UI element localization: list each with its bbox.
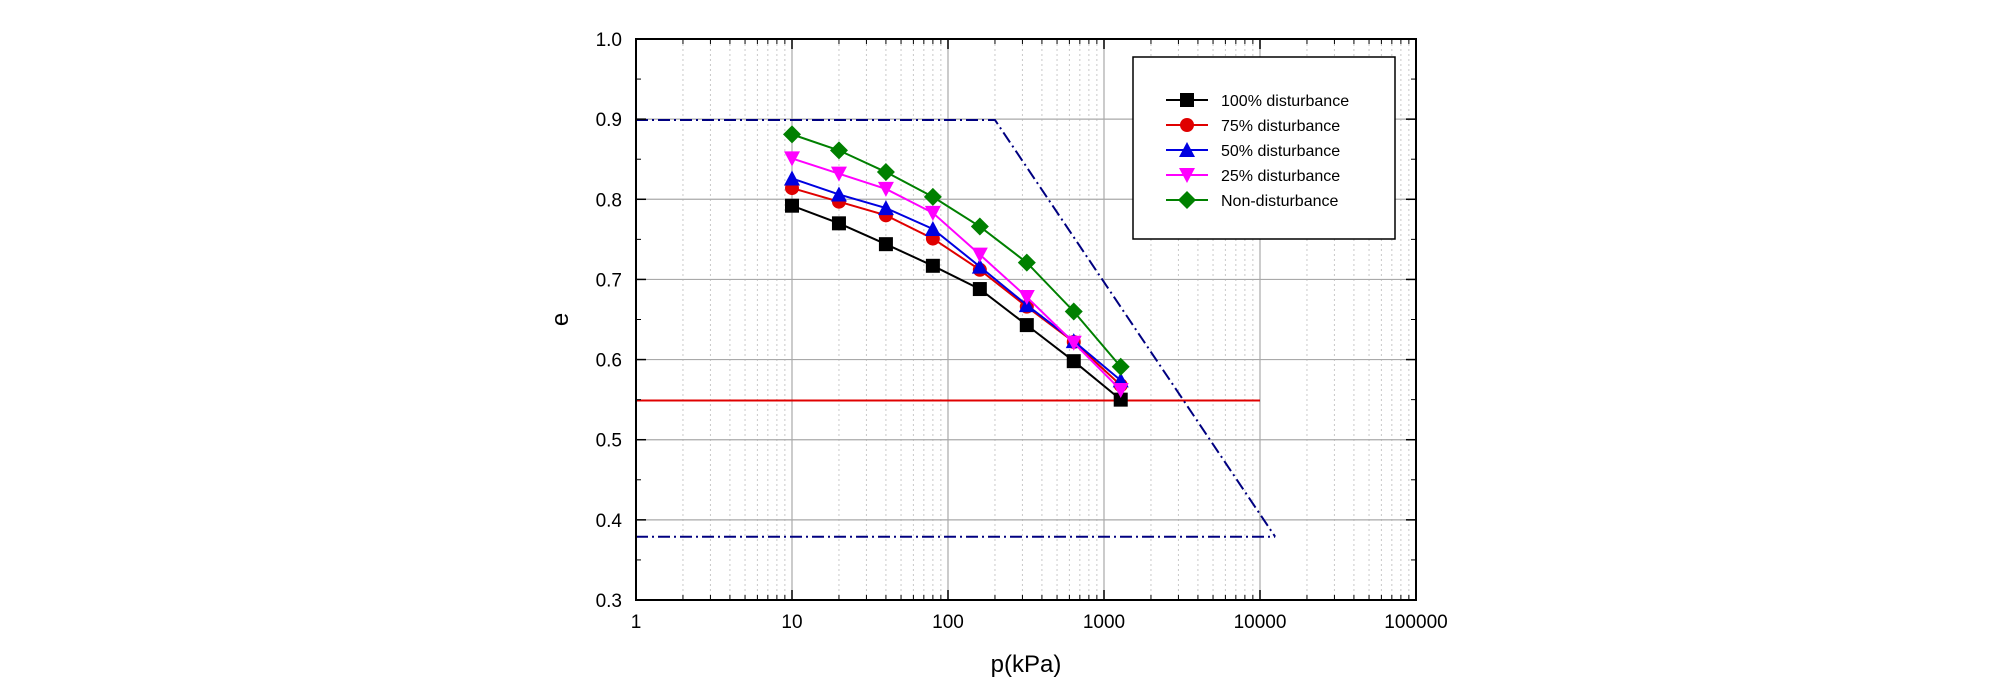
reference-line-upper-dash-dot xyxy=(636,118,1276,538)
legend-label: 25% disturbance xyxy=(1221,168,1340,185)
y-tick-label: 0.7 xyxy=(596,270,622,291)
data-point xyxy=(829,141,848,160)
data-point xyxy=(877,181,894,197)
legend-marker xyxy=(1179,168,1195,183)
data-point xyxy=(784,151,800,167)
data-point xyxy=(783,125,801,144)
x-tick-label: 1 xyxy=(631,612,642,633)
legend-marker xyxy=(1178,191,1196,209)
data-point xyxy=(923,187,942,206)
legend-label: Non-disturbance xyxy=(1221,193,1339,210)
x-tick-label: 10000 xyxy=(1234,612,1287,633)
data-point xyxy=(785,198,799,213)
y-tick-label: 0.4 xyxy=(596,511,623,532)
data-point xyxy=(971,258,988,274)
legend-label: 75% disturbance xyxy=(1221,118,1340,135)
data-point xyxy=(830,186,847,202)
legend-swatches xyxy=(1166,93,1208,209)
legend-label: 50% disturbance xyxy=(1221,143,1340,160)
data-point xyxy=(970,217,989,236)
data-point xyxy=(1113,392,1128,407)
legend-marker xyxy=(1179,142,1195,157)
y-tick-label: 0.5 xyxy=(596,431,622,452)
axis-ticks xyxy=(635,38,1417,601)
x-tick-labels: 1 10 100 1000 10000 100000 xyxy=(631,612,1448,633)
data-point xyxy=(878,237,893,252)
x-tick-label: 10 xyxy=(781,612,802,633)
data-point xyxy=(971,247,988,263)
y-tick-labels: 0.3 0.4 0.5 0.6 0.7 0.8 0.9 1.0 xyxy=(596,30,623,612)
legend-marker xyxy=(1180,118,1194,132)
x-axis-title: p(kPa) xyxy=(991,651,1062,678)
data-point xyxy=(877,200,894,216)
y-axis-title: e xyxy=(547,313,574,326)
data-point xyxy=(1017,253,1036,272)
legend-label: 100% disturbance xyxy=(1221,93,1349,110)
data-point xyxy=(784,170,800,186)
data-point xyxy=(1112,383,1129,399)
data-point xyxy=(876,163,895,182)
x-tick-label: 100 xyxy=(932,612,964,633)
series-line xyxy=(791,133,1122,368)
legend-box xyxy=(1132,56,1396,240)
legend-marker xyxy=(1180,93,1194,107)
data-point xyxy=(830,166,847,182)
y-tick-label: 0.3 xyxy=(596,591,622,612)
data-series xyxy=(783,125,1130,407)
data-point xyxy=(924,205,941,221)
series-4 xyxy=(783,125,1130,376)
data-point xyxy=(925,258,940,273)
data-point xyxy=(972,282,987,297)
y-tick-label: 0.9 xyxy=(596,110,622,131)
y-tick-label: 0.6 xyxy=(596,351,622,372)
x-tick-label: 1000 xyxy=(1083,612,1125,633)
reference-lines xyxy=(636,118,1276,538)
data-point xyxy=(1019,318,1034,333)
y-tick-label: 0.8 xyxy=(596,190,622,211)
y-tick-label: 1.0 xyxy=(596,30,622,51)
data-point xyxy=(1065,335,1082,351)
data-point xyxy=(1066,354,1081,369)
series-line xyxy=(791,157,1122,391)
x-tick-label: 100000 xyxy=(1384,612,1447,633)
data-point xyxy=(831,216,846,231)
series-3 xyxy=(784,151,1129,399)
series-line xyxy=(791,204,1122,401)
data-point xyxy=(1064,302,1083,321)
data-point xyxy=(1018,290,1035,306)
legend: 100% disturbance 75% disturbance 50% dis… xyxy=(1132,56,1396,240)
data-point xyxy=(924,220,941,236)
data-point xyxy=(1111,357,1130,376)
series-0 xyxy=(785,198,1128,407)
